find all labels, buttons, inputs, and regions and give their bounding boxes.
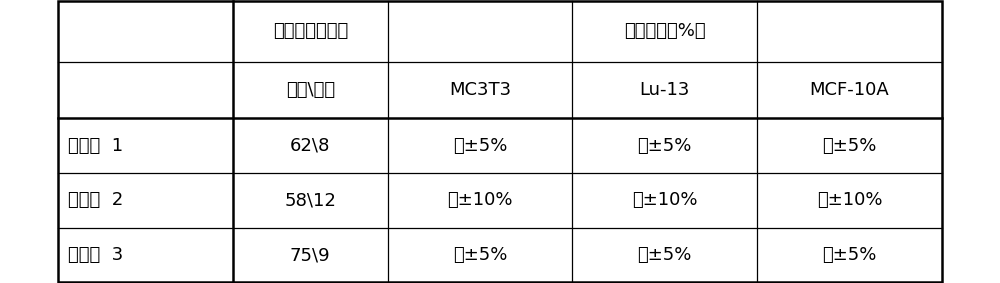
Text: 62\8: 62\8 (290, 137, 330, 155)
Text: ＜±10%: ＜±10% (447, 191, 513, 209)
Text: 水解触角（度）: 水解触角（度） (273, 22, 348, 40)
Text: ＜±10%: ＜±10% (632, 191, 698, 209)
Text: MC3T3: MC3T3 (449, 81, 511, 99)
Text: 对照\实验: 对照\实验 (286, 81, 335, 99)
Text: ＜±5%: ＜±5% (453, 137, 507, 155)
Text: ＜±5%: ＜±5% (453, 246, 507, 264)
Text: ＜±10%: ＜±10% (817, 191, 882, 209)
Text: ＜±5%: ＜±5% (822, 137, 877, 155)
Text: 75\9: 75\9 (290, 246, 331, 264)
Text: Lu-13: Lu-13 (640, 81, 690, 99)
Text: 实施例  2: 实施例 2 (68, 191, 123, 209)
Text: MCF-10A: MCF-10A (810, 81, 889, 99)
Text: ＜±5%: ＜±5% (638, 246, 692, 264)
Text: 细胞毒性（%）: 细胞毒性（%） (624, 22, 706, 40)
Bar (58, 1, 942, 282)
Text: 实施例  1: 实施例 1 (68, 137, 123, 155)
Text: ＜±5%: ＜±5% (638, 137, 692, 155)
Text: 实施例  3: 实施例 3 (68, 246, 123, 264)
Text: ＜±5%: ＜±5% (822, 246, 877, 264)
Text: 58\12: 58\12 (284, 191, 336, 209)
